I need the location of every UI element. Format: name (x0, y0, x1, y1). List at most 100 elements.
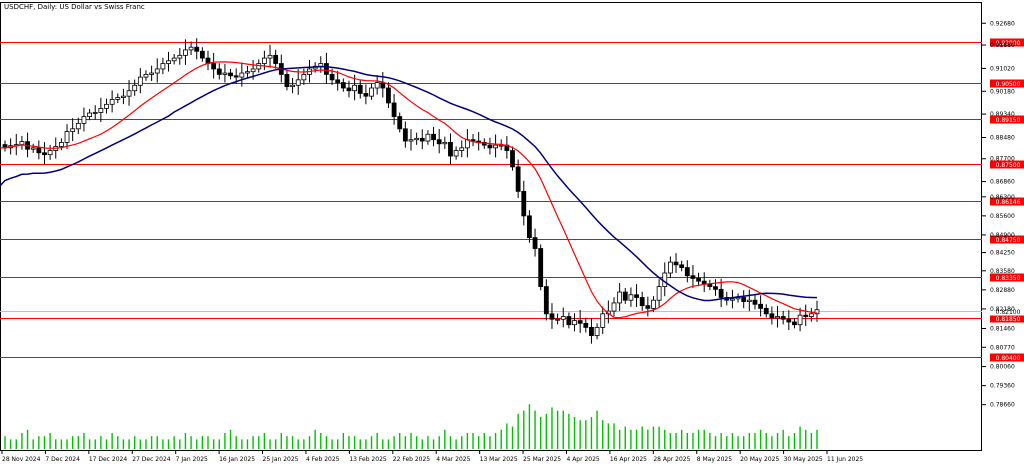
candle-body (261, 57, 267, 64)
price-tick-label: 0.85600 (990, 213, 1015, 220)
candle-body (510, 150, 515, 168)
candle-body (256, 63, 262, 70)
candle-body (775, 316, 780, 319)
candle-body (442, 142, 448, 145)
candle-body (250, 68, 256, 73)
candle-body (713, 286, 718, 290)
price-tick-label: 0.78660 (990, 402, 1015, 409)
price-tick-label: 0.81460 (990, 326, 1015, 333)
price-tick-label: 0.84250 (990, 250, 1015, 257)
candle-body (109, 99, 115, 105)
candle-body (346, 87, 352, 92)
candle-body (532, 237, 538, 249)
candle-body (301, 73, 307, 81)
candle-body (803, 314, 809, 317)
candle-body (177, 54, 183, 59)
level-label-bg (990, 314, 1024, 323)
level-label-bg (990, 235, 1024, 244)
candle-body (667, 261, 673, 274)
candle-body (42, 152, 47, 156)
candle-body (267, 54, 273, 59)
date-tick-label: 8 May 2025 (697, 456, 732, 463)
candle-body (718, 288, 724, 298)
candle-body (160, 63, 166, 70)
candle-body (769, 313, 775, 319)
candle-body (589, 327, 594, 336)
price-tick-label: 0.86300 (990, 194, 1015, 201)
candle-body (58, 142, 64, 147)
candle-body (199, 50, 205, 59)
candle-body (622, 291, 628, 301)
level-label-bg (990, 273, 1024, 282)
price-tick-label: 0.82180 (990, 306, 1015, 313)
candle-body (600, 313, 606, 328)
candle-body (498, 144, 504, 147)
candle-body (126, 90, 132, 97)
candle-body (154, 68, 160, 74)
candle-body (188, 46, 194, 51)
current-price-label: 0.82100 (996, 309, 1021, 316)
date-tick-label: 25 Mar 2025 (523, 456, 561, 463)
candle-body (436, 139, 442, 145)
candle-body (797, 314, 803, 326)
price-tick-label: 0.84900 (990, 232, 1015, 239)
candle-body (431, 133, 436, 141)
candle-body (527, 215, 532, 239)
candle-body (662, 272, 668, 288)
level-label-bg (990, 38, 1024, 47)
candle-body (792, 321, 797, 326)
level-label: 0.92000 (996, 40, 1021, 47)
level-label: 0.83350 (996, 275, 1021, 282)
date-tick-label: 22 Feb 2025 (393, 456, 431, 463)
candle-body (673, 261, 679, 266)
price-tick-label: 0.89340 (990, 111, 1015, 118)
candle-body (397, 116, 403, 130)
candle-body (555, 318, 561, 321)
candle-body (566, 316, 572, 326)
date-tick-label: 7 Dec 2024 (45, 456, 80, 463)
candle-body (36, 147, 42, 154)
price-tick-label: 0.80060 (990, 364, 1015, 371)
current-price-label-bg (990, 307, 1024, 316)
candle-body (222, 72, 228, 75)
level-label: 0.80400 (996, 355, 1021, 362)
candle-body (318, 63, 324, 67)
price-tick-label: 0.91880 (990, 42, 1015, 49)
candle-body (324, 63, 329, 75)
candle-body (684, 267, 690, 277)
candle-body (391, 102, 397, 117)
candle-body (448, 142, 453, 157)
candle-body (87, 112, 92, 117)
candle-body (380, 82, 386, 89)
candle-body (340, 82, 346, 89)
candle-body (284, 73, 290, 88)
candle-body (290, 84, 295, 88)
candle-body (543, 286, 549, 315)
candle-body (639, 297, 645, 307)
price-tick-label: 0.86860 (990, 179, 1015, 186)
candle-body (679, 264, 685, 268)
candle-body (414, 137, 420, 141)
date-tick-label: 30 May 2025 (784, 456, 823, 463)
chart-title: USDCHF, Daily: US Dollar vs Swiss Franc (4, 3, 145, 11)
candle-body (295, 79, 301, 86)
candle-body (30, 147, 36, 150)
candle-body (75, 122, 81, 130)
date-tick-label: 4 Mar 2025 (436, 456, 470, 463)
date-tick-label: 7 Jan 2025 (176, 456, 208, 463)
candle-body (453, 150, 459, 157)
candle-body (386, 87, 391, 104)
candle-body (617, 291, 623, 304)
candle-body (273, 54, 279, 64)
ma-slow-line (0, 65, 818, 302)
candle-body (228, 72, 233, 77)
price-tick-label: 0.88480 (990, 135, 1015, 142)
date-tick-label: 13 Mar 2025 (480, 456, 518, 463)
candle-body (47, 150, 53, 156)
candle-body (408, 139, 414, 142)
candle-body (194, 46, 200, 52)
candle-body (786, 318, 792, 323)
candle-body (560, 316, 566, 320)
